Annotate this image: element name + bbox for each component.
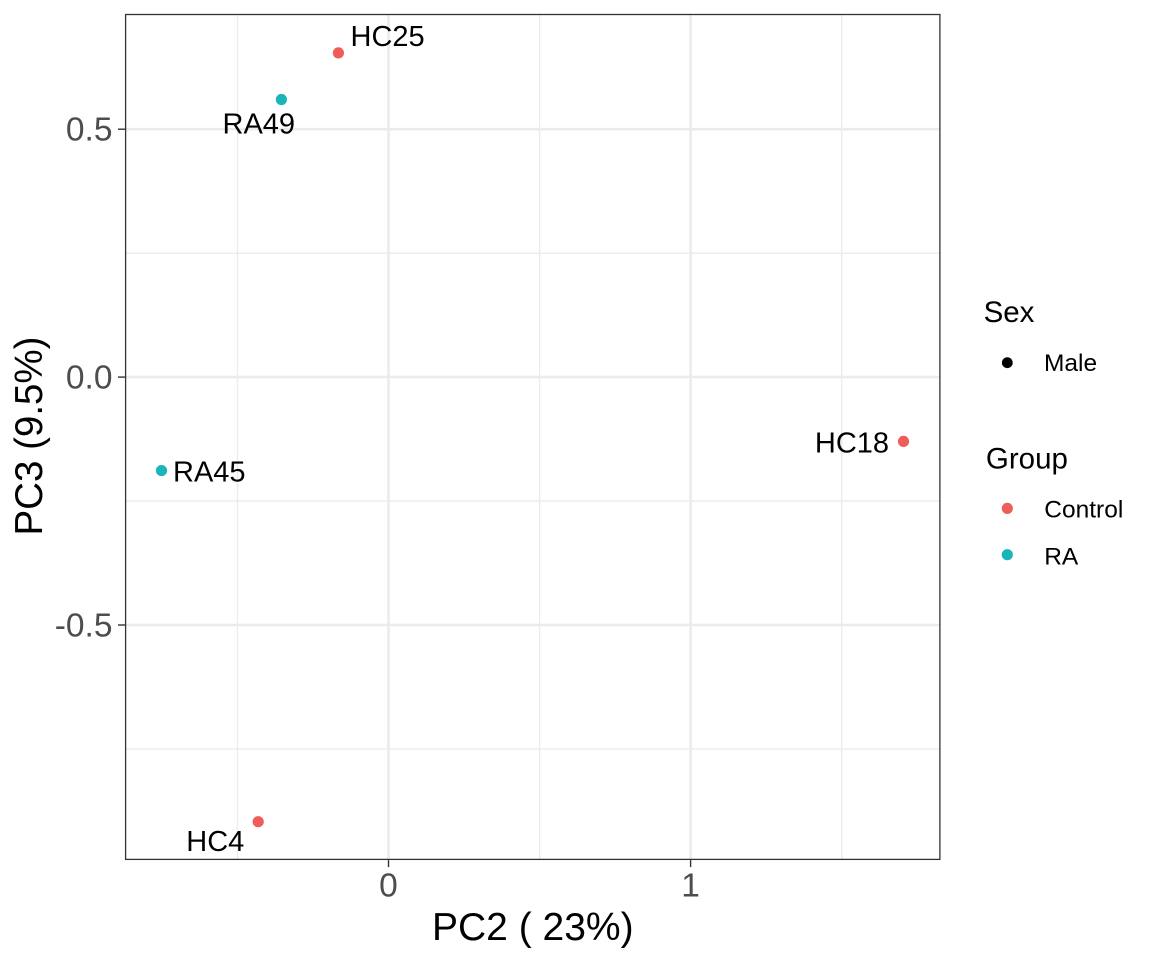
svg-text:HC25: HC25 xyxy=(351,21,425,53)
svg-text:RA45: RA45 xyxy=(173,457,246,489)
svg-text:1: 1 xyxy=(681,867,700,904)
svg-text:-0.5: -0.5 xyxy=(55,608,113,645)
svg-text:0.5: 0.5 xyxy=(66,112,113,149)
svg-text:PC2 ( 23%): PC2 ( 23%) xyxy=(432,906,634,949)
svg-text:Control: Control xyxy=(1044,497,1123,524)
svg-text:0: 0 xyxy=(379,867,398,904)
svg-text:PC3 (9.5%): PC3 (9.5%) xyxy=(8,337,51,536)
svg-text:Sex: Sex xyxy=(984,296,1035,329)
svg-text:RA49: RA49 xyxy=(223,109,296,141)
svg-text:HC18: HC18 xyxy=(815,428,889,460)
svg-text:Male: Male xyxy=(1044,350,1097,377)
svg-text:RA: RA xyxy=(1044,544,1079,571)
svg-text:Group: Group xyxy=(986,443,1068,476)
svg-text:0.0: 0.0 xyxy=(66,360,113,397)
svg-text:HC4: HC4 xyxy=(186,826,244,858)
